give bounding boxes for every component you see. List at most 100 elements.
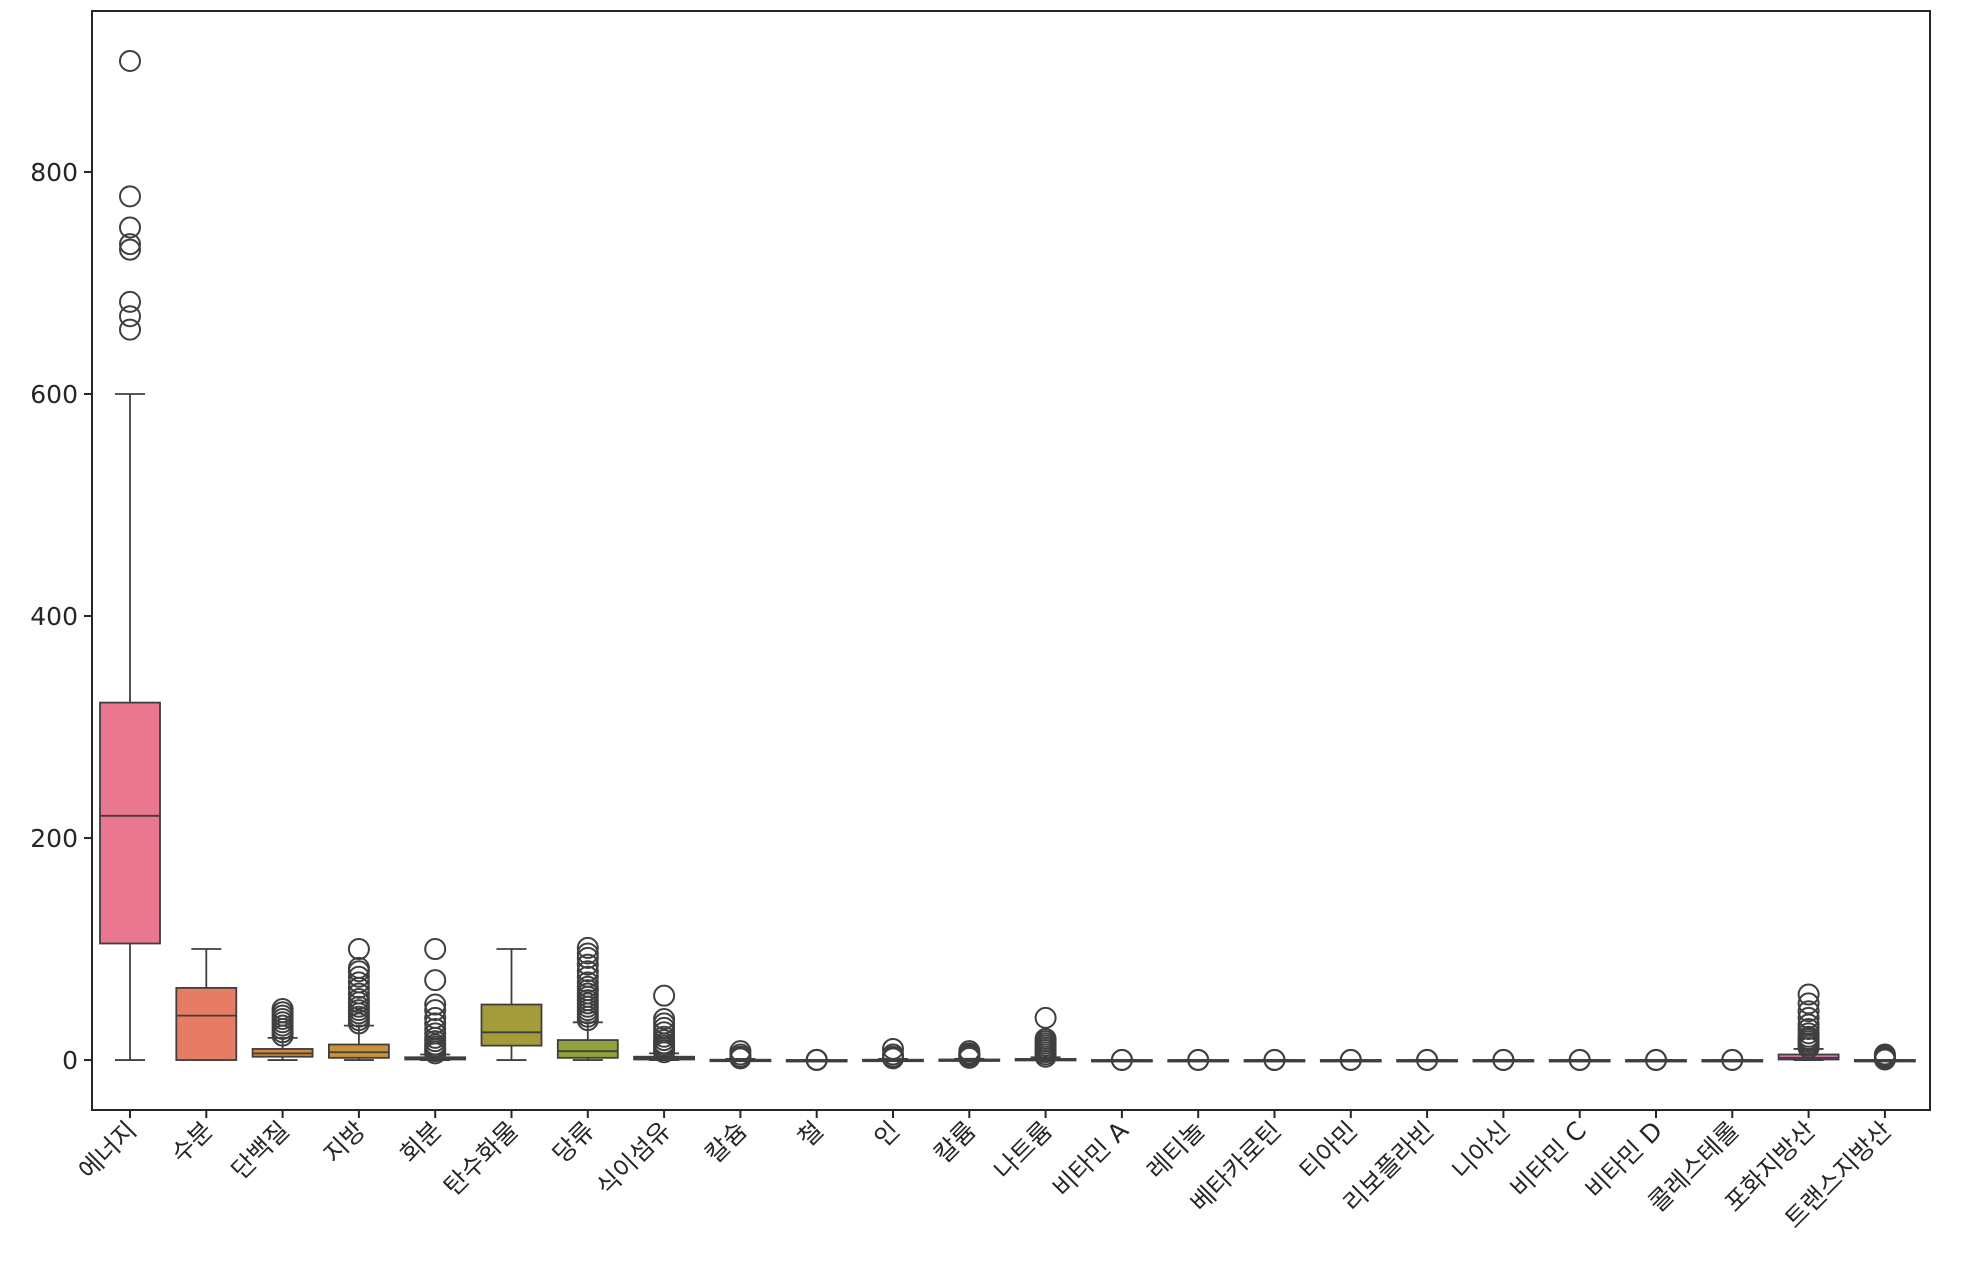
box-group-4 (404, 938, 467, 1065)
box (480, 1003, 543, 1047)
outlier-point (1797, 1000, 1820, 1023)
outlier-point (271, 997, 294, 1020)
outlier-point (1263, 1048, 1286, 1071)
outlier-point (424, 1012, 447, 1035)
outlier-point (119, 318, 141, 341)
outlier-point (424, 1006, 447, 1029)
outlier-point (1187, 1048, 1210, 1071)
outlier-point (653, 1007, 676, 1030)
x-tick-label: 레티놀 (1141, 1116, 1210, 1185)
x-tick-label: 철 (792, 1116, 829, 1153)
outlier-point (882, 1037, 904, 1060)
outlier-point (729, 1040, 752, 1063)
x-tick-label: 인 (868, 1116, 905, 1153)
outlier-point (424, 1017, 447, 1040)
box-group-12 (1014, 1006, 1077, 1068)
x-tick-label: 탄수화물 (438, 1116, 524, 1202)
box-group-2 (251, 997, 314, 1061)
box-group-0 (99, 49, 161, 1061)
outlier-point (576, 965, 599, 988)
box-group-13 (1091, 1048, 1153, 1071)
outlier-point (347, 938, 370, 961)
box-group-3 (327, 938, 390, 1061)
box-group-6 (556, 936, 619, 1061)
outlier-point (119, 233, 141, 256)
x-tick-label: 회분 (394, 1116, 447, 1169)
outlier-point (119, 185, 141, 208)
outlier-point (347, 956, 370, 979)
outlier-point (576, 960, 599, 983)
y-tick-label: 800 (30, 158, 78, 187)
outlier-point (1797, 983, 1820, 1006)
outlier-point (1492, 1048, 1515, 1071)
outlier-point (119, 238, 141, 261)
x-tick-label: 칼륨 (928, 1116, 981, 1169)
outlier-point (424, 969, 447, 992)
y-tick-label: 200 (30, 824, 78, 853)
box-group-8 (709, 1040, 772, 1070)
x-tick-label: 식이섬유 (591, 1116, 677, 1202)
outlier-point (1797, 1006, 1820, 1029)
outlier-point (576, 942, 599, 965)
x-tick-label: 단백질 (226, 1116, 295, 1185)
box-group-14 (1167, 1048, 1230, 1071)
outlier-point (424, 938, 447, 961)
outlier-point (1034, 1006, 1057, 1029)
box-group-5 (480, 948, 543, 1061)
x-tick-label: 니아신 (1446, 1116, 1515, 1185)
outlier-point (1873, 1043, 1896, 1066)
outlier-point (119, 290, 141, 313)
box (556, 1039, 619, 1059)
x-tick-label: 나트륨 (989, 1116, 1058, 1185)
axes-frame (91, 10, 1931, 1111)
box-group-20 (1625, 1048, 1687, 1071)
x-tick-label: 비타민 C (1505, 1116, 1592, 1203)
outlier-point (1339, 1048, 1362, 1071)
outlier-point (347, 987, 370, 1010)
box-group-19 (1548, 1048, 1611, 1071)
outlier-point (1034, 1027, 1057, 1050)
x-tick-label: 비타민 A (1047, 1116, 1134, 1203)
box-group-22 (1777, 983, 1840, 1061)
x-tick-label: 칼슘 (700, 1116, 753, 1169)
outlier-point (805, 1048, 828, 1071)
x-tick-label: 당류 (547, 1116, 600, 1169)
y-tick-label: 0 (62, 1046, 78, 1075)
box (99, 701, 161, 945)
box-group-7 (633, 984, 695, 1064)
outlier-point (576, 971, 599, 994)
x-tick-label: 에너지 (73, 1116, 142, 1185)
box-group-23 (1854, 1043, 1916, 1071)
outlier-point (1797, 1013, 1820, 1036)
box-group-9 (785, 1048, 848, 1071)
box-group-21 (1701, 1048, 1764, 1071)
box-group-18 (1472, 1048, 1535, 1071)
x-tick-label: 수분 (165, 1116, 218, 1169)
outlier-point (119, 49, 141, 72)
plot-area (99, 49, 1916, 1071)
outlier-point (424, 999, 447, 1022)
outlier-point (576, 936, 599, 959)
box-group-1 (175, 948, 238, 1061)
outlier-point (1110, 1048, 1133, 1071)
outlier-point (119, 305, 141, 328)
outlier-point (1416, 1048, 1439, 1071)
outlier-point (347, 982, 370, 1005)
box (175, 986, 238, 1061)
box-group-17 (1396, 1048, 1458, 1071)
outlier-point (576, 953, 599, 976)
outlier-point (347, 971, 370, 994)
x-tick-label: 티아민 (1294, 1116, 1363, 1185)
outlier-point (882, 1043, 904, 1066)
box-group-11 (938, 1040, 1001, 1069)
y-tick-label: 400 (30, 602, 78, 631)
x-tick-label: 지방 (318, 1116, 371, 1169)
box-group-15 (1243, 1048, 1306, 1071)
outlier-point (1568, 1048, 1591, 1071)
box-group-16 (1319, 1048, 1382, 1071)
y-tick-label: 600 (30, 380, 78, 409)
outlier-point (958, 1040, 981, 1063)
outlier-point (1721, 1048, 1744, 1071)
outlier-point (653, 984, 676, 1007)
